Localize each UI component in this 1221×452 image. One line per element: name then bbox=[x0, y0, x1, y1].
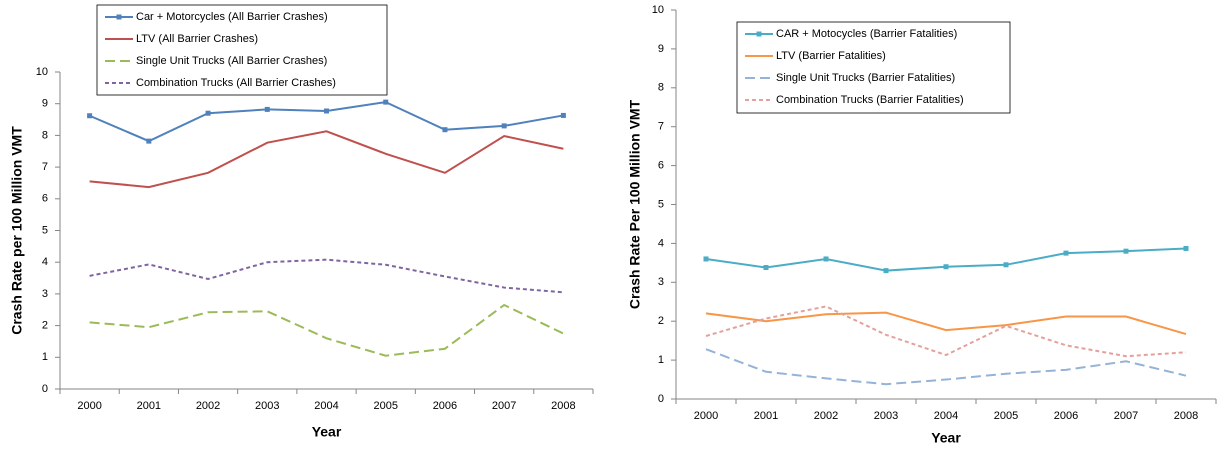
marker bbox=[943, 264, 949, 270]
legend-label: Combination Trucks (Barrier Fatalities) bbox=[776, 94, 964, 106]
marker bbox=[501, 123, 507, 129]
marker bbox=[823, 256, 829, 262]
y-tick-label: 3 bbox=[658, 276, 664, 288]
legend-box bbox=[96, 4, 388, 96]
x-tick-label: 2005 bbox=[373, 400, 397, 412]
x-tick-label: 2004 bbox=[314, 400, 338, 412]
y-tick-label: 2 bbox=[42, 320, 48, 332]
y-axis-title: Crash Rate per 100 Million VMT bbox=[9, 126, 25, 335]
x-tick-label: 2007 bbox=[492, 400, 516, 412]
x-tick-label: 2004 bbox=[934, 410, 958, 422]
legend-label: Combination Trucks (All Barrier Crashes) bbox=[136, 77, 336, 89]
series-line bbox=[89, 130, 564, 189]
x-tick-label: 2002 bbox=[814, 410, 838, 422]
legend-box bbox=[736, 21, 1011, 114]
y-tick-label: 6 bbox=[658, 160, 664, 172]
legend-label: LTV (All Barrier Crashes) bbox=[136, 33, 258, 45]
x-axis-title: Year bbox=[931, 430, 961, 446]
x-tick-label: 2008 bbox=[551, 400, 575, 412]
legend-marker bbox=[756, 31, 762, 37]
marker bbox=[1003, 262, 1009, 268]
x-tick-label: 2001 bbox=[754, 410, 778, 422]
y-tick-label: 10 bbox=[652, 4, 664, 16]
marker bbox=[146, 138, 152, 144]
x-tick-label: 2007 bbox=[1114, 410, 1138, 422]
series-line bbox=[89, 303, 564, 357]
y-tick-label: 8 bbox=[42, 129, 48, 141]
y-tick-label: 10 bbox=[36, 66, 48, 78]
marker bbox=[324, 108, 329, 114]
y-tick-label: 4 bbox=[658, 237, 664, 249]
y-tick-label: 4 bbox=[42, 256, 48, 268]
y-tick-label: 1 bbox=[658, 354, 664, 366]
x-tick-label: 2006 bbox=[433, 400, 457, 412]
x-tick-label: 2000 bbox=[694, 410, 718, 422]
y-tick-label: 0 bbox=[658, 393, 664, 405]
legend-label: LTV (Barrier Fatalities) bbox=[776, 50, 886, 62]
marker bbox=[205, 110, 211, 116]
y-tick-label: 7 bbox=[42, 161, 48, 173]
y-tick-label: 9 bbox=[658, 43, 664, 55]
series-line bbox=[705, 305, 1187, 358]
x-tick-label: 2002 bbox=[196, 400, 220, 412]
y-tick-label: 2 bbox=[658, 315, 664, 327]
series-line bbox=[89, 258, 564, 294]
legend-label: Single Unit Trucks (Barrier Fatalities) bbox=[776, 72, 955, 84]
y-tick-label: 0 bbox=[42, 383, 48, 395]
legend-label: CAR + Motocycles (Barrier Fatalities) bbox=[776, 28, 957, 40]
marker bbox=[87, 113, 93, 119]
y-tick-label: 3 bbox=[42, 288, 48, 300]
x-axis-title: Year bbox=[312, 424, 342, 440]
x-tick-label: 2008 bbox=[1174, 410, 1198, 422]
y-tick-label: 6 bbox=[42, 193, 48, 205]
legend-marker bbox=[116, 14, 122, 20]
y-tick-label: 5 bbox=[658, 198, 664, 210]
x-tick-label: 2003 bbox=[874, 410, 898, 422]
marker bbox=[703, 256, 709, 262]
x-tick-label: 2006 bbox=[1054, 410, 1078, 422]
series-line bbox=[89, 101, 564, 143]
y-tick-label: 5 bbox=[42, 224, 48, 236]
marker bbox=[560, 112, 566, 118]
series-line bbox=[705, 311, 1187, 335]
marker bbox=[763, 265, 769, 271]
marker bbox=[1183, 245, 1189, 251]
marker bbox=[442, 127, 448, 133]
series-line bbox=[705, 348, 1187, 386]
y-axis-title: Crash Rate Per 100 Million VMT bbox=[627, 99, 643, 309]
marker bbox=[1123, 248, 1129, 254]
x-tick-label: 2003 bbox=[255, 400, 279, 412]
marker bbox=[1063, 250, 1069, 256]
x-tick-label: 2000 bbox=[77, 400, 101, 412]
marker bbox=[264, 106, 270, 112]
y-tick-label: 7 bbox=[658, 121, 664, 133]
marker bbox=[383, 99, 389, 105]
x-tick-label: 2001 bbox=[137, 400, 161, 412]
x-tick-label: 2005 bbox=[994, 410, 1018, 422]
legend-label: Single Unit Trucks (All Barrier Crashes) bbox=[136, 55, 327, 67]
legend-label: Car + Motorcycles (All Barrier Crashes) bbox=[136, 11, 328, 23]
y-tick-label: 8 bbox=[658, 82, 664, 94]
y-tick-label: 1 bbox=[42, 351, 48, 363]
y-tick-label: 9 bbox=[42, 98, 48, 110]
marker bbox=[883, 268, 889, 274]
